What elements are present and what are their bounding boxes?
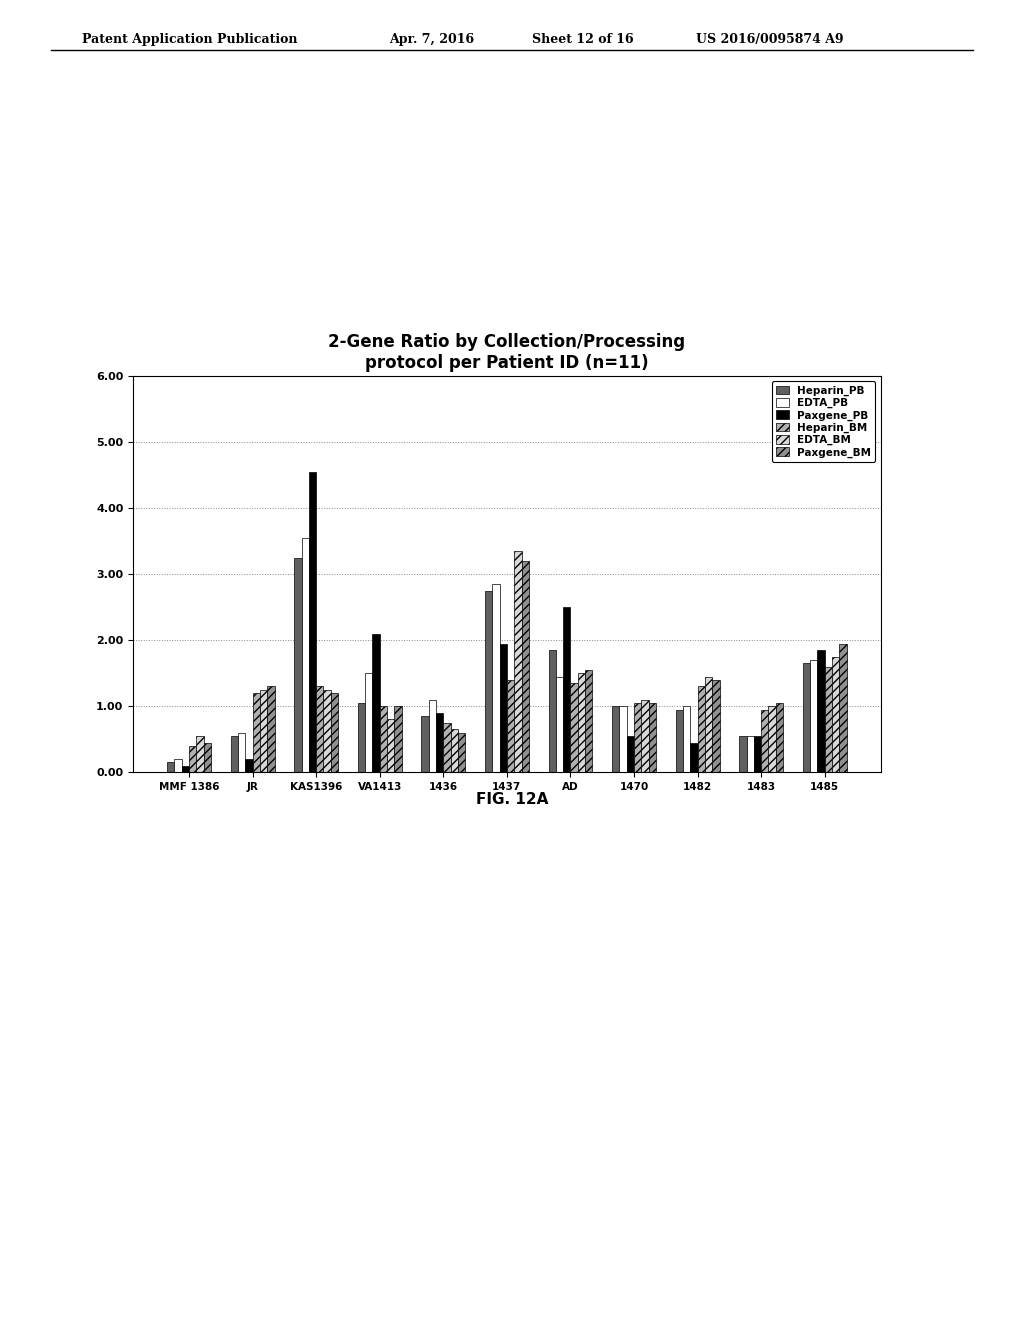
Bar — [612, 706, 620, 772]
Bar — [754, 737, 761, 772]
Bar — [380, 706, 387, 772]
Bar — [641, 700, 648, 772]
Bar — [174, 759, 181, 772]
Bar — [627, 737, 634, 772]
Bar — [810, 660, 817, 772]
Bar — [366, 673, 373, 772]
Bar — [705, 676, 713, 772]
Bar — [683, 706, 690, 772]
Bar — [181, 766, 189, 772]
Text: US 2016/0095874 A9: US 2016/0095874 A9 — [696, 33, 844, 46]
Bar — [443, 723, 451, 772]
Bar — [451, 729, 458, 772]
Bar — [500, 644, 507, 772]
Bar — [204, 742, 211, 772]
Bar — [521, 561, 528, 772]
Bar — [824, 667, 833, 772]
Bar — [246, 759, 253, 772]
Bar — [422, 715, 429, 772]
Bar — [316, 686, 324, 772]
Title: 2-Gene Ratio by Collection/Processing
protocol per Patient ID (n=11): 2-Gene Ratio by Collection/Processing pr… — [329, 333, 685, 372]
Bar — [436, 713, 443, 772]
Bar — [260, 689, 267, 772]
Bar — [761, 710, 768, 772]
Bar — [357, 704, 366, 772]
Bar — [578, 673, 585, 772]
Bar — [387, 719, 394, 772]
Bar — [768, 706, 776, 772]
Bar — [648, 704, 656, 772]
Bar — [697, 686, 705, 772]
Bar — [803, 664, 810, 772]
Bar — [301, 539, 309, 772]
Bar — [485, 591, 493, 772]
Bar — [570, 684, 578, 772]
Bar — [634, 704, 641, 772]
Bar — [776, 704, 783, 772]
Text: Sheet 12 of 16: Sheet 12 of 16 — [532, 33, 634, 46]
Text: Apr. 7, 2016: Apr. 7, 2016 — [389, 33, 474, 46]
Text: FIG. 12A: FIG. 12A — [476, 792, 548, 807]
Bar — [840, 644, 847, 772]
Bar — [514, 552, 521, 772]
Bar — [620, 706, 627, 772]
Bar — [230, 737, 238, 772]
Bar — [189, 746, 197, 772]
Bar — [167, 763, 174, 772]
Bar — [429, 700, 436, 772]
Bar — [394, 706, 401, 772]
Text: Patent Application Publication: Patent Application Publication — [82, 33, 297, 46]
Bar — [713, 680, 720, 772]
Bar — [331, 693, 338, 772]
Bar — [324, 689, 331, 772]
Bar — [739, 737, 746, 772]
Bar — [676, 710, 683, 772]
Bar — [549, 651, 556, 772]
Bar — [267, 686, 274, 772]
Bar — [373, 634, 380, 772]
Bar — [690, 742, 697, 772]
Bar — [309, 473, 316, 772]
Bar — [197, 737, 204, 772]
Bar — [493, 583, 500, 772]
Legend: Heparin_PB, EDTA_PB, Paxgene_PB, Heparin_BM, EDTA_BM, Paxgene_BM: Heparin_PB, EDTA_PB, Paxgene_PB, Heparin… — [772, 381, 876, 462]
Bar — [817, 651, 824, 772]
Bar — [563, 607, 570, 772]
Bar — [556, 676, 563, 772]
Bar — [585, 671, 592, 772]
Bar — [507, 680, 514, 772]
Bar — [833, 657, 840, 772]
Bar — [294, 557, 301, 772]
Bar — [238, 733, 246, 772]
Bar — [746, 737, 754, 772]
Bar — [253, 693, 260, 772]
Bar — [458, 733, 465, 772]
